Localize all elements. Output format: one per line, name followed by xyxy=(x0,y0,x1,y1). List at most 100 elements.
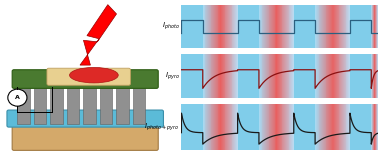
Bar xyxy=(279,104,280,150)
Bar xyxy=(271,54,272,98)
Bar xyxy=(266,5,267,48)
Bar xyxy=(292,5,293,48)
Bar xyxy=(339,104,340,150)
Bar xyxy=(217,5,218,48)
Bar xyxy=(204,54,205,98)
Bar xyxy=(225,104,226,150)
Bar xyxy=(293,54,294,98)
Bar xyxy=(206,104,207,150)
Bar xyxy=(234,5,235,48)
Bar xyxy=(325,104,327,150)
Bar xyxy=(333,54,335,98)
Bar xyxy=(232,54,234,98)
Bar xyxy=(321,5,322,48)
Bar xyxy=(84,84,96,124)
Bar xyxy=(327,54,328,98)
Bar xyxy=(348,54,349,98)
Bar xyxy=(347,104,349,150)
Bar xyxy=(332,104,333,150)
Bar xyxy=(347,54,349,98)
Bar xyxy=(228,104,229,150)
Bar xyxy=(231,5,232,48)
Bar xyxy=(318,54,319,98)
Bar xyxy=(324,54,325,98)
Bar xyxy=(336,54,337,98)
Bar xyxy=(337,104,338,150)
Bar xyxy=(319,54,320,98)
Bar xyxy=(336,5,337,48)
Bar xyxy=(276,104,277,150)
Bar xyxy=(264,104,265,150)
Bar xyxy=(260,5,261,48)
Bar xyxy=(265,104,266,150)
Bar xyxy=(339,5,341,48)
Bar xyxy=(339,54,340,98)
Bar xyxy=(206,5,207,48)
Bar xyxy=(343,104,344,150)
Bar xyxy=(260,54,261,98)
Bar xyxy=(284,5,285,48)
Ellipse shape xyxy=(70,67,118,83)
Bar xyxy=(259,5,260,48)
Bar xyxy=(345,54,346,98)
Bar xyxy=(213,5,214,48)
Bar xyxy=(225,5,226,48)
Bar xyxy=(270,104,271,150)
Bar xyxy=(211,104,212,150)
Bar xyxy=(325,54,326,98)
Bar xyxy=(280,104,281,150)
Bar xyxy=(329,54,330,98)
Bar xyxy=(276,104,277,150)
Bar xyxy=(216,54,217,98)
Bar xyxy=(273,54,274,98)
Text: $I_{photo}$: $I_{photo}$ xyxy=(161,21,180,32)
Bar xyxy=(286,104,287,150)
Bar xyxy=(288,104,290,150)
Bar xyxy=(263,104,264,150)
Bar xyxy=(217,54,218,98)
Bar xyxy=(344,54,345,98)
Bar xyxy=(265,5,266,48)
Bar xyxy=(230,5,231,48)
Bar xyxy=(328,54,329,98)
Bar xyxy=(344,104,345,150)
Bar xyxy=(204,104,206,150)
Bar xyxy=(210,5,211,48)
Bar xyxy=(278,5,279,48)
Bar xyxy=(264,54,265,98)
Bar xyxy=(285,54,286,98)
Bar xyxy=(279,54,280,98)
Bar xyxy=(321,104,322,150)
Bar xyxy=(293,104,294,150)
Bar xyxy=(231,54,232,98)
Bar xyxy=(339,54,341,98)
Bar xyxy=(322,5,323,48)
Bar xyxy=(329,104,330,150)
Bar xyxy=(291,104,292,150)
Bar xyxy=(219,5,220,48)
Bar xyxy=(276,5,277,48)
Bar xyxy=(284,104,285,150)
Bar xyxy=(324,104,325,150)
FancyBboxPatch shape xyxy=(47,68,130,85)
Bar xyxy=(320,5,321,48)
Bar xyxy=(349,104,350,150)
Bar xyxy=(225,54,226,98)
FancyBboxPatch shape xyxy=(12,70,158,88)
Bar xyxy=(261,54,262,98)
Bar xyxy=(214,104,215,150)
Bar xyxy=(316,5,317,48)
Bar xyxy=(223,5,224,48)
Bar xyxy=(288,54,290,98)
Bar xyxy=(214,5,215,48)
Bar xyxy=(277,5,278,48)
Bar xyxy=(268,5,270,48)
Bar xyxy=(292,104,293,150)
Bar xyxy=(212,5,214,48)
Bar xyxy=(281,104,282,150)
Bar xyxy=(325,5,327,48)
Bar xyxy=(339,5,340,48)
Bar xyxy=(318,104,319,150)
Bar xyxy=(287,54,288,98)
Bar xyxy=(341,104,342,150)
